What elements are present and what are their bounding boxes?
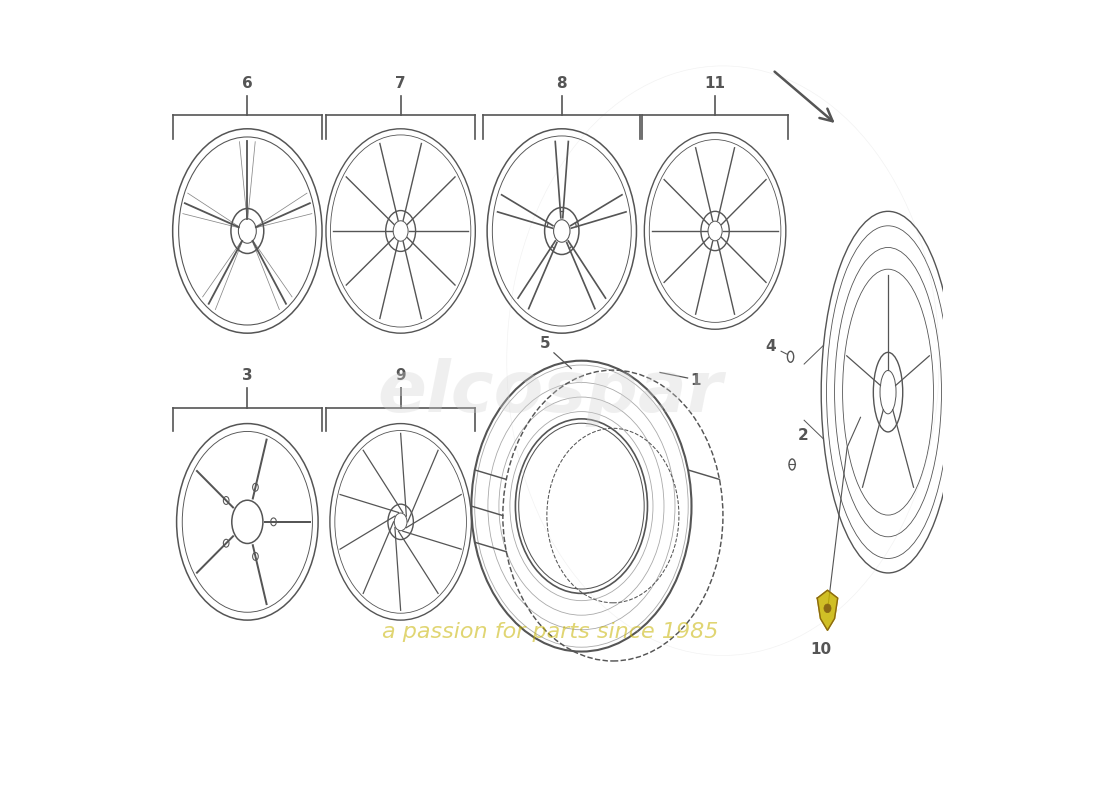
Text: elcospar: elcospar <box>377 358 723 426</box>
Polygon shape <box>817 590 838 630</box>
Text: 5: 5 <box>539 336 550 351</box>
Ellipse shape <box>824 604 830 613</box>
Text: 1: 1 <box>690 373 701 388</box>
Text: 6: 6 <box>242 76 253 91</box>
Text: 4: 4 <box>766 339 777 354</box>
Text: 8: 8 <box>557 76 568 91</box>
Text: a passion for parts since 1985: a passion for parts since 1985 <box>382 622 718 642</box>
Text: 11: 11 <box>705 76 726 91</box>
Text: 9: 9 <box>395 369 406 383</box>
Text: 3: 3 <box>242 369 253 383</box>
Text: 7: 7 <box>395 76 406 91</box>
Text: 2: 2 <box>798 428 808 443</box>
Text: 10: 10 <box>811 642 832 657</box>
